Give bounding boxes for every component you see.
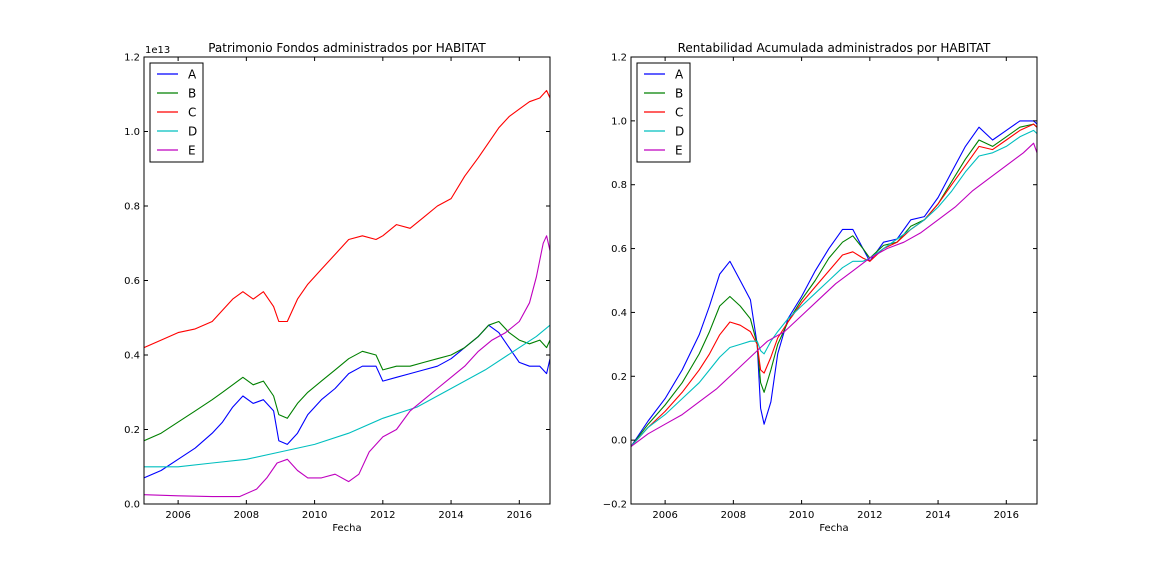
x-tick-label: 2016 bbox=[994, 510, 1019, 521]
x-tick-label: 2014 bbox=[925, 510, 950, 521]
y-tick-label: 0.2 bbox=[611, 372, 627, 383]
y-offset-label: 1e13 bbox=[145, 45, 170, 56]
x-axis-label: Fecha bbox=[332, 523, 361, 534]
series-line-C bbox=[631, 123, 1037, 447]
series-line-A bbox=[631, 120, 1037, 447]
legend-label-A: A bbox=[675, 68, 684, 82]
y-tick-label: 0.0 bbox=[124, 500, 140, 511]
y-tick-label: 0.4 bbox=[124, 351, 140, 362]
chart-panel-1: 2006 2008 2010 2012 2014 2016 0.0 0.2 0.4 0.6 0.8 1… bbox=[124, 41, 551, 534]
y-tick-label: 0.2 bbox=[124, 425, 140, 436]
series-line-B bbox=[631, 123, 1037, 447]
chart-panel-2: 2006 2008 2010 2012 2014 2016 −0.2 0.0 0.2 0.4 0.6… bbox=[603, 41, 1038, 534]
y-tick-label: 0.4 bbox=[611, 308, 627, 319]
y-tick-label: 0.8 bbox=[124, 202, 140, 213]
x-tick-label: 2012 bbox=[370, 510, 395, 521]
x-tick-label: 2012 bbox=[857, 510, 882, 521]
series-line-E bbox=[631, 142, 1037, 447]
legend-label-D: D bbox=[188, 125, 197, 139]
legend-label-C: C bbox=[675, 106, 683, 120]
legend-label-B: B bbox=[188, 87, 196, 101]
x-tick-label: 2006 bbox=[652, 510, 677, 521]
y-tick-label: −0.2 bbox=[603, 500, 627, 511]
x-tick-label: 2006 bbox=[165, 510, 190, 521]
chart-title: Patrimonio Fondos administrados por HABI… bbox=[208, 41, 486, 55]
x-tick-label: 2016 bbox=[507, 510, 532, 521]
y-tick-label: 1.2 bbox=[611, 53, 627, 64]
x-tick-label: 2014 bbox=[438, 510, 463, 521]
chart-title: Rentabilidad Acumulada administrados por… bbox=[678, 41, 991, 55]
x-tick-label: 2008 bbox=[721, 510, 746, 521]
series-group bbox=[144, 89, 550, 498]
series-line-D bbox=[631, 129, 1037, 447]
x-tick-label: 2008 bbox=[234, 510, 259, 521]
legend-label-E: E bbox=[675, 144, 683, 158]
series-group bbox=[631, 120, 1037, 447]
y-tick-label: 0.6 bbox=[611, 244, 627, 255]
legend-label-B: B bbox=[675, 87, 683, 101]
y-tick-label: 1.0 bbox=[611, 116, 627, 127]
x-tick-label: 2010 bbox=[302, 510, 327, 521]
axes-frame bbox=[630, 56, 1038, 505]
y-tick-label: 0.6 bbox=[124, 276, 140, 287]
y-tick-label: 0.8 bbox=[611, 180, 627, 191]
legend-label-A: A bbox=[188, 68, 197, 82]
y-tick-label: 0.0 bbox=[611, 436, 627, 447]
series-line-B bbox=[144, 320, 550, 442]
axes-frame bbox=[143, 56, 551, 505]
series-line-E bbox=[144, 235, 550, 498]
legend-label-E: E bbox=[188, 144, 196, 158]
legend-label-C: C bbox=[188, 106, 196, 120]
y-tick-label: 1.2 bbox=[124, 53, 140, 64]
series-line-D bbox=[144, 324, 550, 468]
x-axis-label: Fecha bbox=[819, 523, 848, 534]
series-line-C bbox=[144, 89, 550, 349]
series-line-A bbox=[144, 324, 550, 479]
legend-label-D: D bbox=[675, 125, 684, 139]
y-tick-label: 1.0 bbox=[124, 127, 140, 138]
x-tick-label: 2010 bbox=[789, 510, 814, 521]
